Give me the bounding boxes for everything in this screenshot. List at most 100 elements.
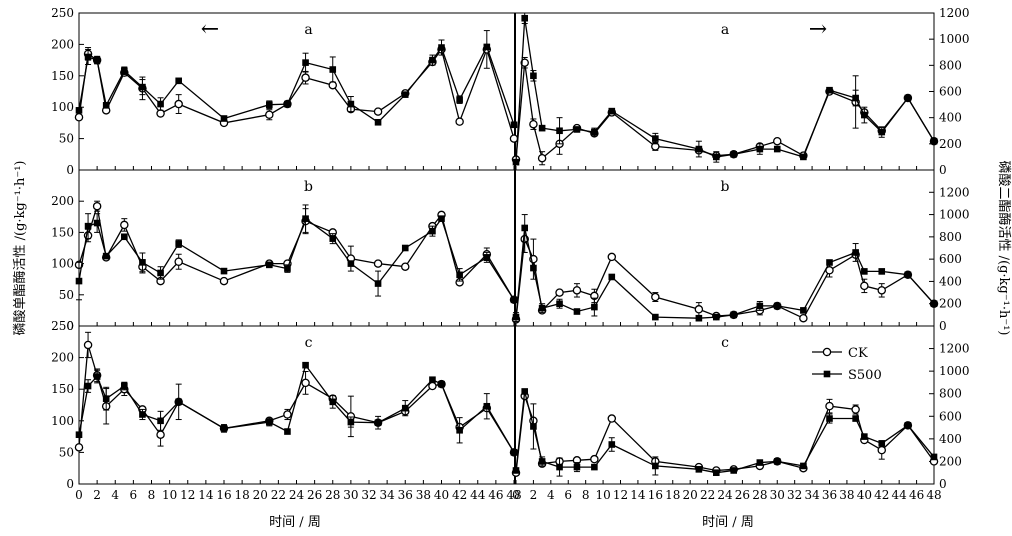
data-point-s500 [530, 423, 537, 430]
data-point-s500 [904, 271, 912, 279]
data-point-s500 [712, 313, 720, 321]
x-tick-label: 32 [361, 488, 376, 502]
data-point-s500 [852, 249, 859, 256]
data-point-s500 [84, 382, 92, 390]
data-point-s500 [102, 102, 110, 109]
data-point-s500 [220, 115, 228, 122]
data-point-s500 [401, 244, 409, 252]
data-point-s500 [374, 280, 382, 287]
series-ck [511, 56, 939, 166]
x-tick-label: 36 [822, 488, 837, 502]
x-tick-label: 4 [547, 488, 555, 502]
x-tick-label: 32 [787, 488, 802, 502]
x-tick-label: 40 [857, 488, 872, 502]
data-point-s500 [573, 126, 581, 133]
data-point-s500 [556, 300, 563, 308]
data-point-s500 [591, 303, 598, 311]
data-point-ck [265, 110, 274, 119]
y-tick-label: 50 [59, 288, 74, 302]
data-point-s500 [401, 404, 409, 412]
data-point-s500 [556, 463, 563, 471]
data-point-s500 [652, 135, 659, 142]
data-point-s500 [510, 296, 518, 304]
data-point-s500 [930, 300, 938, 308]
data-point-s500 [329, 66, 337, 73]
data-point-s500 [773, 302, 781, 310]
x-tick-label: 10 [595, 488, 610, 502]
data-point-ck [400, 262, 410, 271]
data-point-s500 [930, 137, 938, 145]
y-tick-label: 800 [939, 230, 962, 244]
legend-label: CK [848, 346, 868, 361]
x-axis-label-left: 时间 / 周 [269, 515, 321, 530]
data-point-s500 [220, 425, 228, 432]
data-point-ck [877, 445, 887, 455]
data-point-s500 [512, 158, 520, 166]
data-point-s500 [712, 469, 720, 477]
data-point-s500 [695, 145, 703, 153]
data-point-ck [219, 276, 229, 286]
data-point-s500 [800, 462, 807, 470]
series-ck [74, 200, 519, 305]
x-tick-label: 22 [700, 488, 715, 502]
data-point-s500 [102, 395, 110, 402]
data-point-s500 [861, 268, 868, 275]
right-y-axis-label: 磷酸二酯酶活性 /(g·kg⁻¹·h⁻¹) [996, 161, 1012, 336]
data-point-ck [509, 134, 519, 143]
data-point-s500 [826, 415, 833, 422]
y-tick-label: 50 [59, 132, 74, 146]
x-tick-label: 38 [416, 488, 431, 502]
data-point-s500 [347, 418, 355, 426]
x-tick-label: 36 [398, 488, 413, 502]
data-point-s500 [284, 100, 291, 108]
data-point-ck [555, 288, 564, 297]
x-tick-label: 4 [111, 488, 119, 502]
series-s500 [512, 214, 938, 323]
x-tick-label: 18 [665, 488, 680, 502]
x-tick-label: 38 [839, 488, 854, 502]
data-point-s500 [266, 101, 273, 108]
data-point-s500 [456, 426, 463, 434]
data-point-s500 [302, 59, 309, 66]
data-point-s500 [329, 398, 337, 406]
legend-label: S500 [848, 368, 882, 383]
data-point-s500 [756, 459, 764, 466]
y-tick-label: 400 [939, 274, 962, 288]
data-point-s500 [157, 417, 164, 425]
data-point-s500 [591, 128, 598, 136]
panel-label: b [304, 179, 313, 195]
y-tick-label: 150 [51, 69, 74, 83]
series-s500 [75, 204, 518, 304]
data-point-s500 [438, 44, 445, 51]
series-line [78, 47, 515, 139]
data-point-ck [572, 286, 582, 295]
data-point-s500 [730, 151, 738, 158]
data-point-s500 [483, 402, 491, 410]
y-tick-label: 800 [939, 387, 962, 401]
data-point-s500 [157, 269, 164, 277]
x-tick-label: 16 [216, 488, 231, 502]
data-point-ck [877, 286, 887, 295]
data-point-s500 [139, 411, 146, 418]
data-point-s500 [429, 56, 436, 64]
data-point-s500 [121, 67, 128, 75]
data-point-s500 [800, 153, 807, 161]
data-point-s500 [512, 313, 520, 321]
x-tick-label: 44 [470, 488, 486, 502]
data-point-s500 [347, 100, 355, 108]
data-point-ck [301, 73, 310, 82]
x-tick-label: 44 [892, 488, 908, 502]
x-tick-label: 0 [75, 488, 83, 502]
y-tick-label: 200 [51, 37, 74, 51]
x-tick-label: 6 [564, 488, 572, 502]
series-line [515, 227, 935, 319]
y-tick-label: 250 [51, 6, 74, 20]
data-point-s500 [75, 107, 83, 114]
data-point-s500 [157, 100, 164, 108]
data-point-s500 [538, 304, 546, 312]
x-tick-label: 8 [148, 488, 156, 502]
data-point-s500 [652, 462, 659, 470]
y-tick-label: 200 [51, 351, 74, 365]
data-point-ck [607, 414, 617, 423]
